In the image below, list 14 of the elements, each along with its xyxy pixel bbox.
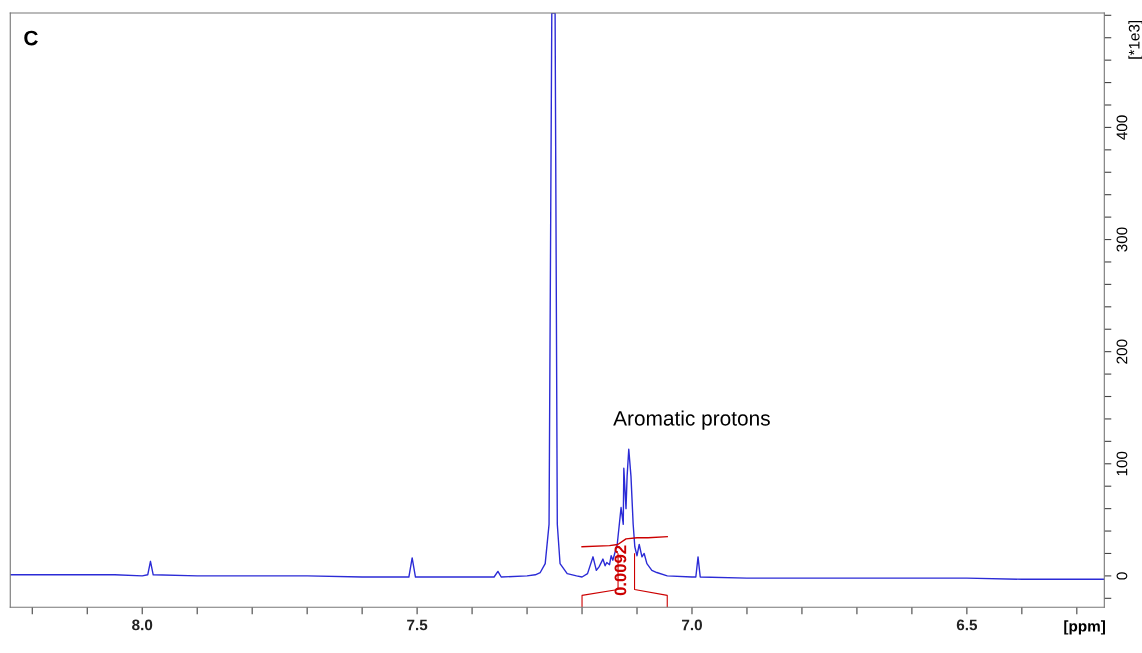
y-tick-label: 0 [1116,572,1128,580]
x-tick-label: 8.0 [132,619,153,631]
y-tick-label: 200 [1116,339,1128,364]
x-axis-title: [ppm] [1064,620,1105,635]
annotation: Aromatic protons [613,410,770,430]
annotation: 0.0092 [614,545,627,596]
y-tick-label: 400 [1116,115,1128,140]
x-tick-label: 7.0 [682,619,702,631]
y-axis-title: [*1e3] [1128,20,1142,59]
y-tick-label: 300 [1116,227,1128,252]
annotation: C [24,30,38,46]
x-tick-label: 7.5 [407,619,428,631]
x-tick-label: 6.5 [956,619,978,631]
y-tick-label: 100 [1116,451,1128,476]
